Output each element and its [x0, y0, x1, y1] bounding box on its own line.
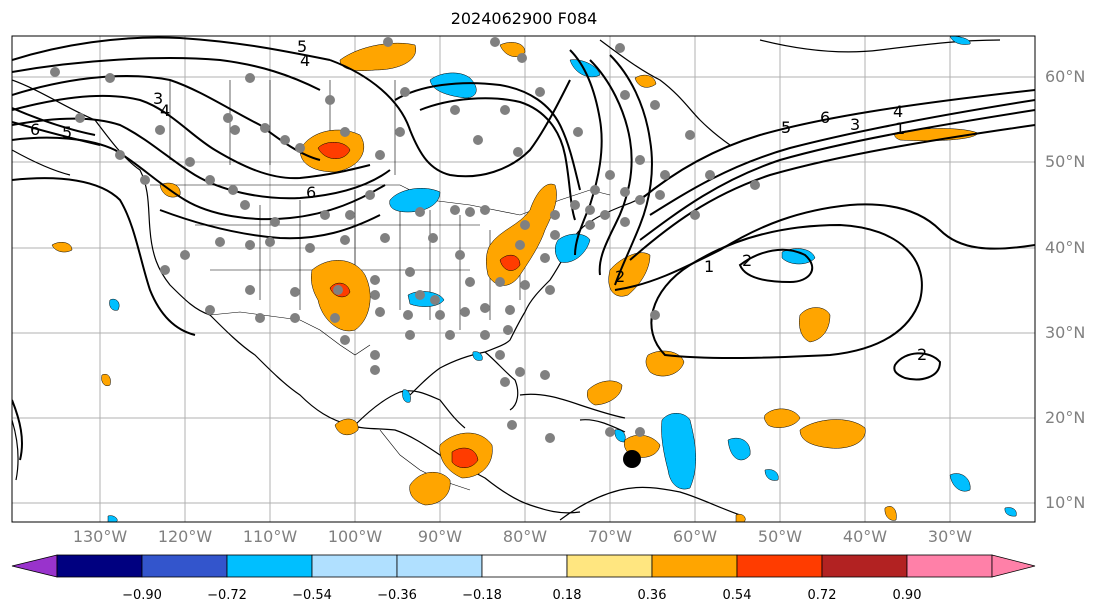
lon-label: 60°W	[672, 527, 718, 546]
contour-label: 1	[704, 257, 714, 276]
contour-label-group: 5 4 3 4 6 5 6 2 1 2 2 4 5 6 3 1	[30, 37, 927, 364]
lat-label: 20°N	[1045, 408, 1086, 427]
contour-label: 5	[297, 37, 307, 56]
contour-label: 3	[153, 89, 163, 108]
lon-label: 50°W	[757, 527, 803, 546]
lon-label: 120°W	[157, 527, 213, 546]
contour-label: 5	[781, 118, 791, 137]
contour-label: 4	[300, 51, 310, 70]
contour-label: 2	[917, 345, 927, 364]
colorbar-tick-label: 0.90	[892, 588, 922, 603]
lat-label: 30°N	[1045, 323, 1086, 342]
contour-label: 4	[893, 102, 903, 121]
lon-label: 30°W	[927, 527, 973, 546]
colorbar-tick-label: 0.72	[807, 588, 837, 603]
contour-label: 6	[30, 120, 40, 139]
colorbar-tick-label: 0.54	[722, 588, 752, 603]
negative-anomaly-areas	[107, 36, 1017, 522]
lat-label: 50°N	[1045, 152, 1086, 171]
lon-label: 70°W	[587, 527, 633, 546]
contour-label: 5	[62, 123, 72, 142]
colorbar-arrow-left	[11, 554, 58, 578]
storm-center-marker	[623, 450, 641, 468]
lon-label: 80°W	[502, 527, 548, 546]
colorbar-tick-label: 0.18	[552, 588, 582, 603]
contour-label: 2	[742, 251, 752, 270]
lon-label: 100°W	[327, 527, 383, 546]
colorbar-tick-label: −0.54	[292, 588, 332, 603]
colorbar-arrow-right	[991, 554, 1036, 578]
lat-label: 10°N	[1045, 493, 1086, 512]
colorbar-tick-label: −0.90	[122, 588, 162, 603]
contour-label: 6	[820, 108, 830, 127]
contour-label: 6	[306, 183, 316, 202]
contour-label: 3	[850, 115, 860, 134]
lon-label: 110°W	[242, 527, 298, 546]
lon-label: 90°W	[417, 527, 463, 546]
colorbar-tick-label: −0.36	[377, 588, 417, 603]
map-frame	[11, 35, 1036, 523]
contour-label: 2	[615, 267, 625, 286]
colorbar	[11, 554, 1036, 578]
contour-label: 4	[160, 101, 170, 120]
lat-label: 40°N	[1045, 238, 1086, 257]
lon-label: 130°W	[72, 527, 128, 546]
colorbar-tick-label: 0.36	[637, 588, 667, 603]
lat-label: 60°N	[1045, 67, 1086, 86]
colorbar-tick-label: −0.18	[462, 588, 502, 603]
contour-label: 1	[895, 119, 905, 138]
map-title: 2024062900 F084	[450, 9, 598, 28]
lon-label: 40°W	[842, 527, 888, 546]
contour-lines	[12, 36, 1035, 461]
colorbar-tick-label: −0.72	[207, 588, 247, 603]
positive-anomaly-areas	[51, 42, 979, 522]
station-markers	[50, 37, 760, 443]
